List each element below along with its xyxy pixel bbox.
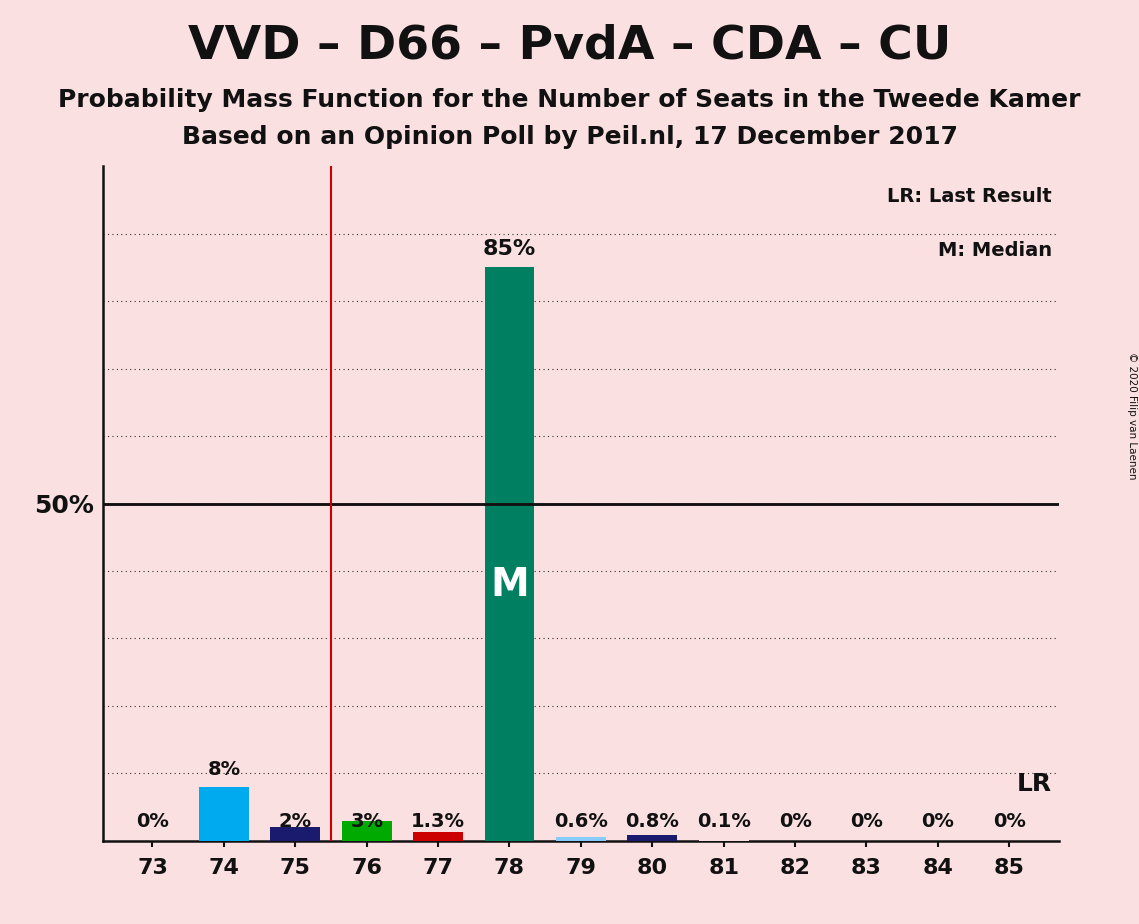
Text: VVD – D66 – PvdA – CDA – CU: VVD – D66 – PvdA – CDA – CU: [188, 23, 951, 68]
Text: Based on an Opinion Poll by Peil.nl, 17 December 2017: Based on an Opinion Poll by Peil.nl, 17 …: [181, 125, 958, 149]
Text: © 2020 Filip van Laenen: © 2020 Filip van Laenen: [1126, 352, 1137, 480]
Text: 0%: 0%: [136, 811, 169, 831]
Bar: [628, 835, 678, 841]
Text: 0.8%: 0.8%: [625, 811, 679, 831]
Text: Probability Mass Function for the Number of Seats in the Tweede Kamer: Probability Mass Function for the Number…: [58, 88, 1081, 112]
Text: 0%: 0%: [921, 811, 954, 831]
Text: 1.3%: 1.3%: [411, 811, 465, 831]
Text: 8%: 8%: [207, 760, 240, 779]
Text: M: M: [490, 565, 528, 603]
Text: M: Median: M: Median: [939, 240, 1052, 260]
Text: 0%: 0%: [779, 811, 811, 831]
Bar: [199, 787, 249, 841]
Text: 0%: 0%: [850, 811, 883, 831]
Bar: [342, 821, 392, 841]
Bar: [413, 833, 464, 841]
Text: LR: Last Result: LR: Last Result: [887, 187, 1052, 205]
Text: 85%: 85%: [483, 239, 536, 260]
Bar: [484, 268, 534, 841]
Text: LR: LR: [1017, 772, 1052, 796]
Text: 0.6%: 0.6%: [554, 811, 608, 831]
Bar: [556, 837, 606, 841]
Text: 2%: 2%: [279, 811, 312, 831]
Text: 0%: 0%: [993, 811, 1026, 831]
Bar: [270, 827, 320, 841]
Text: 3%: 3%: [350, 811, 383, 831]
Text: 0.1%: 0.1%: [697, 811, 751, 831]
